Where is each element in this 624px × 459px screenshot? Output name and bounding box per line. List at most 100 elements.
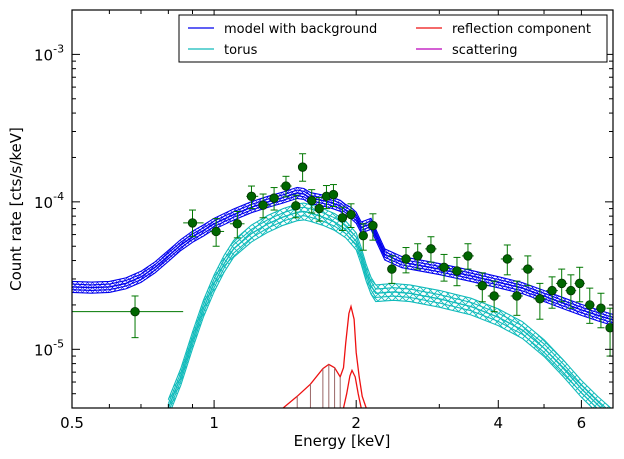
data-point bbox=[500, 244, 514, 276]
data-marker bbox=[246, 191, 257, 202]
legend-label-torus: torus bbox=[224, 43, 258, 58]
data-point bbox=[328, 184, 339, 208]
data-point bbox=[475, 272, 489, 303]
data-marker bbox=[535, 294, 545, 304]
reflection-line-0 bbox=[282, 304, 367, 408]
data-marker bbox=[281, 181, 291, 191]
x-axis: 0.5 1 2 4 6 bbox=[60, 10, 586, 432]
data-point bbox=[72, 295, 184, 339]
data-marker bbox=[337, 213, 348, 223]
x-axis-label: Energy [keV] bbox=[294, 432, 391, 450]
data-point bbox=[521, 255, 534, 287]
data-point bbox=[450, 256, 464, 287]
legend: model with background torus reflection c… bbox=[178, 14, 608, 63]
data-point bbox=[183, 209, 204, 238]
legend-label-reflection: reflection component bbox=[452, 22, 591, 37]
y-axis-label: Count rate [cts/s/keV] bbox=[7, 127, 25, 291]
data-marker bbox=[358, 230, 368, 241]
x-tick-label: 1 bbox=[209, 414, 219, 432]
data-marker bbox=[426, 244, 436, 254]
data-marker bbox=[232, 219, 243, 229]
data-marker bbox=[307, 195, 317, 206]
data-point bbox=[565, 274, 577, 309]
data-point bbox=[584, 287, 595, 324]
data-marker bbox=[269, 193, 279, 203]
data-point bbox=[258, 193, 270, 219]
data-marker bbox=[314, 203, 324, 214]
data-marker bbox=[574, 278, 585, 289]
legend-label-model: model with background bbox=[224, 22, 377, 37]
data-marker bbox=[297, 162, 308, 172]
data-point bbox=[346, 203, 356, 229]
y-tick-label: 10-5 bbox=[34, 337, 64, 359]
data-marker bbox=[401, 254, 411, 264]
data-point bbox=[229, 211, 245, 239]
data-point bbox=[596, 292, 606, 329]
reflection-line-1 bbox=[342, 368, 362, 408]
data-marker bbox=[556, 278, 567, 289]
data-marker bbox=[258, 200, 268, 210]
data-point bbox=[387, 255, 397, 284]
torus-line-3 bbox=[169, 215, 598, 408]
torus-band bbox=[167, 202, 612, 408]
model-line-1 bbox=[72, 189, 613, 318]
torus-band-fill bbox=[168, 203, 611, 408]
data-marker bbox=[211, 226, 221, 237]
data-point bbox=[337, 206, 348, 231]
data-point bbox=[209, 218, 225, 247]
plot-area bbox=[72, 153, 613, 408]
data-marker bbox=[291, 201, 301, 211]
data-marker bbox=[502, 254, 513, 264]
data-marker bbox=[387, 264, 397, 274]
data-point bbox=[461, 243, 474, 270]
data-marker bbox=[585, 300, 595, 310]
torus-line-2 bbox=[167, 210, 603, 408]
legend-box bbox=[178, 14, 608, 63]
data-marker bbox=[346, 209, 356, 220]
data-points bbox=[72, 153, 613, 357]
data-marker bbox=[368, 220, 378, 231]
data-marker bbox=[187, 218, 198, 228]
torus-line-0 bbox=[167, 202, 612, 408]
data-marker bbox=[489, 291, 499, 301]
data-point bbox=[358, 223, 368, 251]
x-tick-label: 4 bbox=[494, 414, 504, 432]
data-marker bbox=[523, 264, 533, 274]
data-point bbox=[574, 266, 585, 303]
x-tick-label: 6 bbox=[577, 414, 587, 432]
data-marker bbox=[547, 285, 557, 296]
data-point bbox=[280, 175, 292, 198]
data-marker bbox=[596, 303, 606, 313]
model-line-2 bbox=[72, 192, 613, 321]
data-point bbox=[401, 247, 411, 274]
data-point bbox=[510, 280, 523, 316]
data-point bbox=[321, 185, 332, 210]
data-point bbox=[533, 282, 547, 320]
data-marker bbox=[477, 281, 487, 291]
reflection-curves bbox=[282, 304, 367, 408]
data-point bbox=[291, 194, 301, 219]
x-tick-label: 0.5 bbox=[60, 414, 84, 432]
data-point bbox=[314, 197, 324, 222]
data-marker bbox=[566, 285, 576, 296]
data-point bbox=[555, 268, 568, 303]
data-marker bbox=[512, 291, 522, 301]
data-marker bbox=[605, 323, 613, 333]
torus-line-4 bbox=[171, 219, 594, 408]
data-marker bbox=[328, 189, 339, 200]
data-point bbox=[307, 189, 317, 214]
data-marker bbox=[463, 251, 473, 261]
y-axis: 10-5 10-4 10-3 bbox=[34, 42, 613, 395]
data-point bbox=[425, 236, 437, 263]
data-point bbox=[487, 280, 501, 313]
data-marker bbox=[413, 251, 423, 261]
torus-line-1 bbox=[167, 206, 607, 408]
data-marker bbox=[452, 266, 462, 276]
y-tick-label: 10-3 bbox=[34, 42, 64, 64]
legend-label-scattering: scattering bbox=[452, 43, 518, 58]
data-marker bbox=[439, 262, 449, 272]
y-tick-label: 10-4 bbox=[34, 190, 64, 212]
data-point bbox=[546, 276, 558, 309]
data-marker bbox=[130, 306, 140, 317]
